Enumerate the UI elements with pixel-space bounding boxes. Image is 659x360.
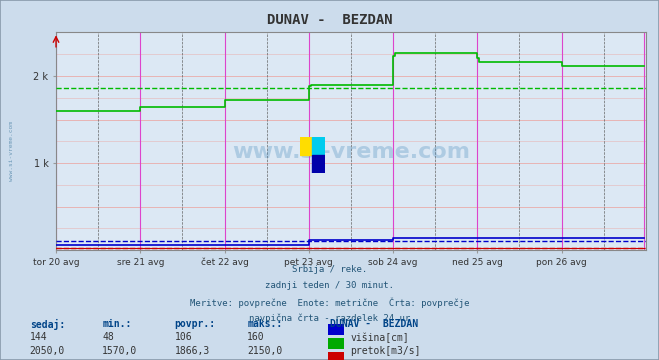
Text: 2050,0: 2050,0 — [30, 346, 65, 356]
Text: 2150,0: 2150,0 — [247, 346, 282, 356]
Text: višina[cm]: višina[cm] — [351, 332, 409, 343]
Text: min.:: min.: — [102, 319, 132, 329]
Text: DUNAV -  BEZDAN: DUNAV - BEZDAN — [267, 13, 392, 27]
Text: zadnji teden / 30 minut.: zadnji teden / 30 minut. — [265, 281, 394, 290]
Text: 1570,0: 1570,0 — [102, 346, 137, 356]
Text: maks.:: maks.: — [247, 319, 282, 329]
Text: Meritve: povprečne  Enote: metrične  Črta: povprečje: Meritve: povprečne Enote: metrične Črta:… — [190, 297, 469, 307]
Text: sedaj:: sedaj: — [30, 319, 65, 330]
Text: 106: 106 — [175, 332, 192, 342]
Text: pretok[m3/s]: pretok[m3/s] — [351, 346, 421, 356]
Text: www.si-vreme.com: www.si-vreme.com — [9, 121, 14, 181]
Text: navpična črta - razdelek 24 ur: navpična črta - razdelek 24 ur — [249, 313, 410, 323]
Text: www.si-vreme.com: www.si-vreme.com — [232, 142, 470, 162]
Text: 1866,3: 1866,3 — [175, 346, 210, 356]
Text: Srbija / reke.: Srbija / reke. — [292, 265, 367, 274]
Bar — [312, 137, 325, 155]
Bar — [312, 155, 325, 173]
Text: 144: 144 — [30, 332, 47, 342]
Bar — [300, 137, 312, 155]
Text: DUNAV -  BEZDAN: DUNAV - BEZDAN — [330, 319, 418, 329]
Text: 48: 48 — [102, 332, 114, 342]
Text: povpr.:: povpr.: — [175, 319, 215, 329]
Text: 160: 160 — [247, 332, 265, 342]
